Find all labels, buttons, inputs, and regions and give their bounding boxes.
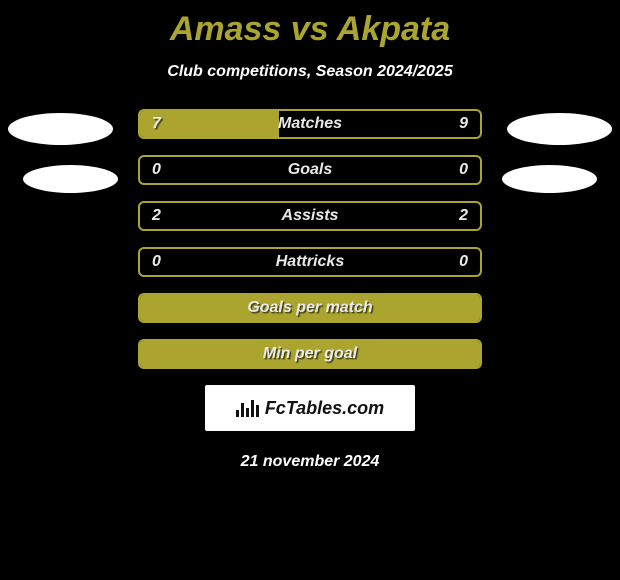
stat-row: 0 0Hattricks: [138, 247, 482, 277]
logo-bars-icon: [236, 400, 259, 417]
stat-fill-left: [140, 341, 480, 367]
stat-row: 2 2Assists: [138, 201, 482, 231]
stat-value-right: 9: [459, 115, 468, 133]
player-right-avatar-2: [502, 165, 597, 193]
stat-value-left: 0: [152, 161, 161, 179]
stat-row: 0 0Goals: [138, 155, 482, 185]
stat-row: Min per goal: [138, 339, 482, 369]
stat-value-right: 0: [459, 253, 468, 271]
logo-text: FcTables.com: [265, 398, 384, 419]
stat-value-right: 0: [459, 161, 468, 179]
player-left-avatar-2: [23, 165, 118, 193]
stat-value-left: 7: [152, 115, 161, 133]
comparison-date: 21 november 2024: [0, 453, 620, 471]
stat-row: Goals per match: [138, 293, 482, 323]
stat-value-right: 2: [459, 207, 468, 225]
comparison-subtitle: Club competitions, Season 2024/2025: [0, 63, 620, 81]
player-right-avatar-1: [507, 113, 612, 145]
stat-fill-left: [140, 295, 480, 321]
stat-value-left: 2: [152, 207, 161, 225]
stat-label: Assists: [140, 207, 480, 225]
stat-label: Goals: [140, 161, 480, 179]
stat-label: Hattricks: [140, 253, 480, 271]
comparison-content: 79Matches00Goals22Assists00HattricksGoal…: [0, 109, 620, 471]
stat-value-left: 0: [152, 253, 161, 271]
fctables-logo: FcTables.com: [205, 385, 415, 431]
stat-row: 79Matches: [138, 109, 482, 139]
player-left-avatar-1: [8, 113, 113, 145]
comparison-title: Amass vs Akpata: [0, 0, 620, 49]
stat-bars: 79Matches00Goals22Assists00HattricksGoal…: [138, 109, 482, 369]
